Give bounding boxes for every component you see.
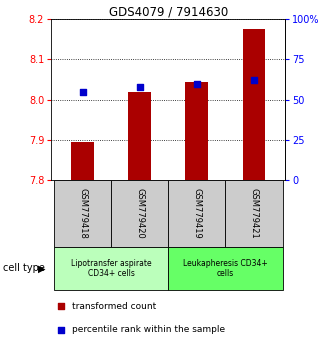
Point [137,84,142,90]
Text: GSM779419: GSM779419 [192,188,201,239]
Bar [71,142,94,179]
Point [194,81,200,86]
Text: Lipotransfer aspirate
CD34+ cells: Lipotransfer aspirate CD34+ cells [71,259,151,278]
Bar [128,92,151,179]
Title: GDS4079 / 7914630: GDS4079 / 7914630 [109,5,228,18]
Bar [225,179,282,247]
Text: GSM779420: GSM779420 [135,188,144,239]
Bar [111,179,168,247]
Bar [243,29,265,179]
Bar [185,81,208,179]
Text: Leukapheresis CD34+
cells: Leukapheresis CD34+ cells [183,259,268,278]
Bar [168,247,282,290]
Point [58,303,63,309]
Bar [54,179,111,247]
Point [80,89,85,95]
Text: ▶: ▶ [38,263,46,273]
Point [251,78,257,83]
Bar [168,179,225,247]
Point [58,327,63,333]
Text: cell type: cell type [3,263,45,273]
Text: GSM779421: GSM779421 [249,188,258,239]
Text: transformed count: transformed count [72,302,156,310]
Text: percentile rank within the sample: percentile rank within the sample [72,325,225,335]
Text: GSM779418: GSM779418 [78,188,87,239]
Bar [54,247,168,290]
